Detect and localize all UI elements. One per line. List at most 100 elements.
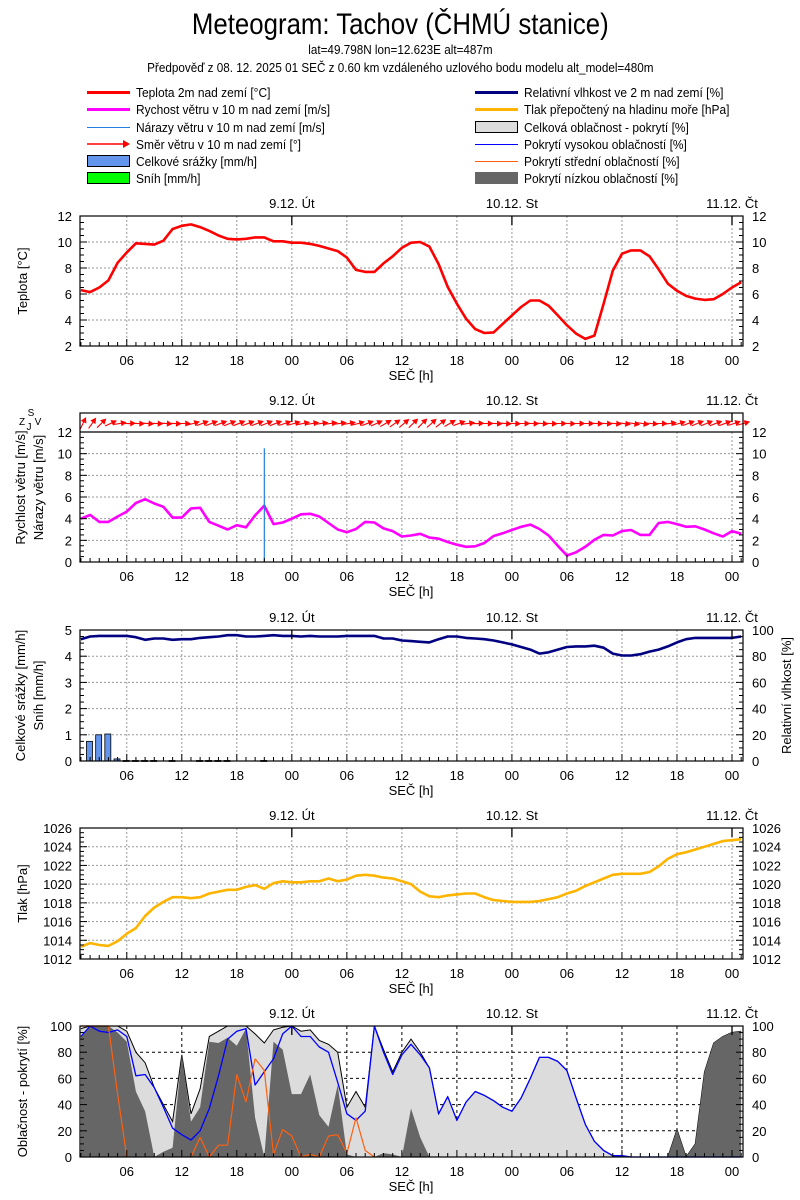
- pressure-ytick-label: 1026: [43, 821, 72, 836]
- pressure-ytick-label-right: 1016: [752, 915, 781, 930]
- cloud-xtick-label: 00: [285, 1164, 299, 1179]
- temperature-ytick-label: 6: [65, 287, 72, 302]
- wind-direction-arrow: [417, 418, 428, 429]
- cloud-ytick-label: 80: [58, 1045, 72, 1060]
- wind-ylabel-secondary: Nárazy větru [m/s]: [31, 435, 46, 540]
- arrow-right-icon: [87, 137, 130, 151]
- wind-direction-arrow: [480, 420, 494, 427]
- precipitation-ytick-label: 2: [65, 702, 72, 717]
- pressure-ytick-label-right: 1022: [752, 858, 781, 873]
- wind-direction-arrow: [141, 420, 155, 427]
- temperature-ytick-label: 8: [65, 261, 72, 276]
- temperature-day-label: 9.12. Út: [269, 196, 315, 211]
- wind-xtick-label: 12: [175, 569, 189, 584]
- wind-direction-arrow: [380, 419, 392, 427]
- temperature-xtick-label: 18: [670, 353, 684, 368]
- cloud-ytick-label: 40: [58, 1098, 72, 1113]
- temperature-xlabel: SEČ [h]: [389, 368, 434, 383]
- pressure-xtick-label: 18: [230, 966, 244, 981]
- precipitation-plot-frame: [79, 629, 744, 762]
- wind-xtick-label: 18: [450, 569, 464, 584]
- legend-label: Pokrytí vysokou oblačností [%]: [524, 136, 687, 152]
- temperature-series-line-0: [80, 223, 742, 341]
- wind-direction-arrow: [426, 418, 437, 428]
- temperature-ytick-label-right: 8: [752, 261, 759, 276]
- cloud-xtick-label: 18: [670, 1164, 684, 1179]
- pressure-ytick-label: 1012: [43, 952, 72, 967]
- wind-ytick-label-right: 8: [752, 468, 759, 483]
- forecast-info: Předpověď z 08. 12. 2025 01 SEČ z 0.60 k…: [0, 60, 800, 75]
- wind-direction-arrow: [79, 417, 87, 430]
- wind-direction-arrow: [700, 420, 714, 427]
- temperature-ytick-label-right: 6: [752, 287, 759, 302]
- temperature-ytick-label-right: 10: [752, 235, 766, 250]
- legend-swatch-mid-cloud: [475, 154, 518, 168]
- wind-direction-arrow: [131, 420, 146, 427]
- compass-label: S: [28, 408, 35, 419]
- pressure-xtick-label: 12: [615, 966, 629, 981]
- cloud-xtick-label: 12: [395, 1164, 409, 1179]
- precipitation-y2tick-label: 100: [752, 623, 774, 638]
- temperature-day-label: 10.12. St: [486, 196, 538, 211]
- cloud-ytick-label: 0: [65, 1150, 72, 1165]
- pressure-day-label: 11.12. Čt: [706, 808, 758, 823]
- wind-direction-arrow: [608, 420, 622, 427]
- legend-item-humidity: Relativní vlhkost ve 2 m nad zemí [%]: [475, 84, 741, 100]
- precipitation-y2tick-label: 40: [752, 702, 766, 717]
- wind-direction-arrow: [553, 420, 567, 427]
- precipitation-ytick-label: 0: [65, 754, 72, 769]
- wind-ytick-label: 4: [65, 512, 72, 527]
- pressure-ytick-label-right: 1014: [752, 933, 781, 948]
- legend-item-mid-cloud: Pokrytí střední oblačností [%]: [475, 153, 693, 169]
- legend-swatch-precipitation: [87, 154, 130, 168]
- temperature-day-label: 11.12. Čt: [706, 196, 758, 211]
- wind-xtick-label: 12: [615, 569, 629, 584]
- cloud-day-label: 11.12. Čt: [706, 1006, 758, 1021]
- temperature-xtick-label: 00: [725, 353, 739, 368]
- wind-direction-arrow: [260, 420, 273, 427]
- wind-direction-arrow: [223, 420, 237, 427]
- pressure-xtick-label: 00: [725, 966, 739, 981]
- wind-direction-arrow: [205, 420, 218, 427]
- wind-plot-frame: [79, 412, 744, 563]
- precipitation-xtick-label: 18: [670, 768, 684, 783]
- temperature-xtick-label: 12: [615, 353, 629, 368]
- wind-direction-arrow: [242, 420, 255, 427]
- wind-direction-arrow: [370, 420, 383, 427]
- cloud-ytick-label: 100: [50, 1019, 72, 1034]
- wind-direction-arrow: [517, 420, 531, 427]
- cloud-xtick-label: 06: [340, 1164, 354, 1179]
- coords-text: lat=49.798N lon=12.623E alt=487m: [307, 42, 493, 57]
- cloud-xtick-label: 06: [560, 1164, 574, 1179]
- pressure-day-label: 10.12. St: [486, 808, 538, 823]
- precipitation-y2tick-label: 0: [752, 754, 759, 769]
- legend-label: Teplota 2m nad zemí [°C]: [136, 84, 271, 100]
- precipitation-xtick-label: 12: [615, 768, 629, 783]
- legend-label: Rychost větru v 10 m nad zemí [m/s]: [136, 101, 331, 117]
- cloud-xtick-label: 18: [450, 1164, 464, 1179]
- precipitation-bar: [86, 740, 93, 762]
- cloud-ytick-label-right: 40: [752, 1098, 766, 1113]
- wind-direction-arrow: [526, 420, 540, 427]
- cloud-xtick-label: 00: [725, 1164, 739, 1179]
- pressure-ytick-label: 1022: [43, 858, 72, 873]
- wind-ytick-label-right: 10: [752, 447, 766, 462]
- wind-direction-arrow: [352, 420, 365, 427]
- wind-ytick-label: 6: [65, 490, 72, 505]
- legend-label: Celková oblačnost - pokrytí [%]: [524, 119, 689, 135]
- cloud-xtick-label: 12: [615, 1164, 629, 1179]
- precipitation-ylabel-secondary: Sníh [mm/h]: [31, 660, 46, 730]
- precipitation-xtick-label: 00: [725, 768, 739, 783]
- legend-item-wind-gust: Nárazy větru v 10 m nad zemí [m/s]: [87, 119, 341, 135]
- temperature-ytick-label-right: 4: [752, 313, 759, 328]
- forecast-info-text: Předpověď z 08. 12. 2025 01 SEČ z 0.60 k…: [146, 60, 654, 75]
- temperature-ylabel: Teplota [°C]: [15, 247, 30, 314]
- wind-xlabel: SEČ [h]: [389, 584, 434, 599]
- pressure-day-label: 9.12. Út: [269, 808, 315, 823]
- pressure-series-line-0: [80, 837, 742, 949]
- precipitation-ylabel-right: Relativní vlhkost [%]: [779, 637, 794, 754]
- wind-xtick-label: 00: [505, 569, 519, 584]
- wind-direction-arrow: [287, 420, 301, 427]
- cloud-ytick-label: 60: [58, 1071, 72, 1086]
- page-title: Meteogram: Tachov (ČHMÚ stanice): [0, 8, 800, 42]
